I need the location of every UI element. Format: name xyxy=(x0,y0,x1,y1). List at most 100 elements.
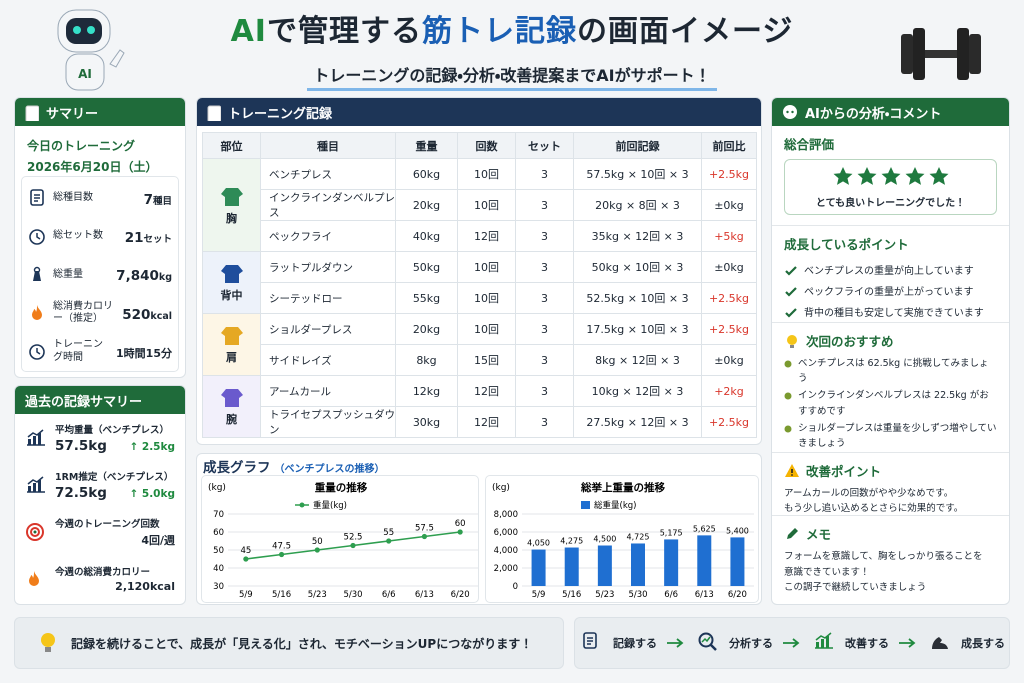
legend-label: 重量(kg) xyxy=(313,500,347,511)
memo-line: フォームを意識して、胸をしっかり張ることを xyxy=(784,551,983,562)
part-icon xyxy=(220,389,243,407)
icon xyxy=(26,522,44,541)
data-label: 57.5 xyxy=(415,524,434,534)
panel-title: AIからの分析・コメント xyxy=(805,106,942,122)
title-part: 筋トレ記録 xyxy=(421,14,577,49)
icon xyxy=(787,334,797,348)
table-row: シーテッドロー 55kg 10回 3 52.5kg × 10回 × 3 +2.5kg xyxy=(203,282,757,314)
table-cell: 15回 xyxy=(457,344,516,376)
history-label: 1RM推定（ベンチプレス） xyxy=(55,471,174,483)
flow-step: 成長する xyxy=(961,637,1005,650)
icon xyxy=(785,265,797,276)
table-cell: 3 xyxy=(515,375,574,407)
title-part: AI xyxy=(230,14,267,49)
column-header: 回数 xyxy=(457,132,516,159)
table-cell: ±0kg xyxy=(701,189,757,221)
summary-unit: kcal xyxy=(150,310,172,322)
table-cell: 10kg × 12回 × 3 xyxy=(573,375,702,407)
summary-row: 総消費カロリー（推定） 520kcal xyxy=(28,294,172,332)
data-label: 4,500 xyxy=(593,535,616,544)
icon xyxy=(27,475,45,493)
part-icon xyxy=(220,327,243,345)
bar xyxy=(664,539,679,586)
section-title: 成長しているポイント xyxy=(784,237,909,252)
table-cell: 57.5kg × 10回 × 3 xyxy=(573,158,702,190)
icon xyxy=(785,307,797,318)
panel-title: トレーニング記録 xyxy=(228,106,333,122)
section-title: 改善ポイント xyxy=(806,464,882,479)
history-text: 今週の総消費カロリー 2,120kcal xyxy=(55,564,175,593)
table-cell: 50kg × 10回 × 3 xyxy=(573,251,702,283)
part-cell: 胸 xyxy=(202,158,261,252)
y-tick-label: 6,000 xyxy=(494,528,518,538)
summary-row: 総セット数 21セット xyxy=(28,217,172,255)
table-row: トライセプスプッシュダウン 30kg 12回 3 27.5kg × 12回 × 3 +2.… xyxy=(203,406,757,438)
robot-icon: AI xyxy=(57,9,125,91)
data-label: 4,050 xyxy=(527,539,550,548)
summary-row: トレーニング時間 1時間15分 xyxy=(28,333,172,371)
header-icon xyxy=(25,105,39,121)
icon xyxy=(33,266,41,281)
chart-title: 重量の推移 xyxy=(315,481,368,494)
summary-value: 21 xyxy=(124,230,144,247)
history-text: 1RM推定（ベンチプレス） 72.5kg ↑ 5.0kg xyxy=(55,469,175,501)
table-cell: 10回 xyxy=(457,251,516,283)
header-icon xyxy=(207,105,221,121)
growth-subtitle: （ベンチプレスの推移） xyxy=(274,464,385,475)
icon xyxy=(30,189,44,206)
table-cell: 60kg xyxy=(395,158,458,190)
legend-swatch xyxy=(581,501,590,509)
next-item: インクラインダンベルプレスは 22.5kg がおすすめです xyxy=(784,388,997,418)
data-label: 5,625 xyxy=(693,524,716,533)
part-icon xyxy=(220,265,243,283)
history-value: 4回/週 xyxy=(141,533,175,547)
table-cell: ±0kg xyxy=(701,344,757,376)
table-cell: +5kg xyxy=(701,220,757,252)
table-row: サイドレイズ 8kg 15回 3 8kg × 12回 × 3 ±0kg xyxy=(203,344,757,376)
table-cell: 40kg xyxy=(395,220,458,252)
star xyxy=(881,167,900,185)
summary-unit: 種目 xyxy=(152,195,172,207)
history-value-row: 2,120kcal xyxy=(55,580,175,593)
x-tick-label: 6/13 xyxy=(415,590,434,600)
panel-title: サマリー xyxy=(46,106,99,122)
summary-label: 総セット数 xyxy=(53,230,103,242)
bar xyxy=(631,543,645,586)
history-label: 今週の総消費カロリー xyxy=(55,567,151,578)
exercise-name: トライセプスプッシュダウン xyxy=(260,406,396,438)
part-label: 腕 xyxy=(226,413,237,426)
table-cell: 10回 xyxy=(457,158,516,190)
bar xyxy=(730,537,745,586)
flow-step: 改善する xyxy=(845,637,889,650)
history-row: 今週の総消費カロリー 2,120kcal xyxy=(15,555,185,602)
history-value: 57.5kg xyxy=(55,437,107,454)
today-date: 2026年6月20日（土） xyxy=(27,160,158,174)
history-change: ↑ 5.0kg xyxy=(129,487,175,500)
history-value: 2,120kcal xyxy=(115,580,175,593)
x-tick-label: 5/9 xyxy=(239,590,253,600)
part-label: 肩 xyxy=(226,351,237,364)
memo-section: メモ フォームを意識して、胸をしっかり張ることを 意識できています！ この調子で継続し… xyxy=(772,516,1009,604)
rating-box: とても良いトレーニングでした！ xyxy=(784,159,997,215)
part-label: 胸 xyxy=(226,211,237,225)
table-cell: ±0kg xyxy=(701,251,757,283)
icon xyxy=(32,305,42,321)
y-tick-label: 4,000 xyxy=(494,546,518,556)
x-tick-label: 6/20 xyxy=(728,590,747,600)
summary-value-wrap: 7種目 xyxy=(144,189,172,208)
y-axis-label: (kg) xyxy=(492,483,510,493)
growth-point-text: 背中の種目も安定して実施できています xyxy=(804,308,984,319)
summary-value: 7 xyxy=(143,191,153,208)
x-tick-label: 5/30 xyxy=(628,590,647,600)
growth-point-text: ベンチプレスの重量が向上しています xyxy=(804,266,974,277)
icon xyxy=(787,527,798,539)
table-row: ペックフライ 40kg 12回 3 35kg × 12回 × 3 +5kg xyxy=(203,220,757,252)
data-label: 4,725 xyxy=(627,532,650,541)
table-cell: 30kg xyxy=(395,406,458,438)
rating-stars xyxy=(833,167,948,185)
summary-value-wrap: 21セット xyxy=(125,227,172,246)
table-cell: 3 xyxy=(515,406,574,438)
history-row: 平均重量（ベンチプレス） 57.5kg ↑ 2.5kg xyxy=(15,414,185,461)
flow-step: 分析する xyxy=(729,637,773,650)
table-cell: 20kg × 8回 × 3 xyxy=(573,189,702,221)
